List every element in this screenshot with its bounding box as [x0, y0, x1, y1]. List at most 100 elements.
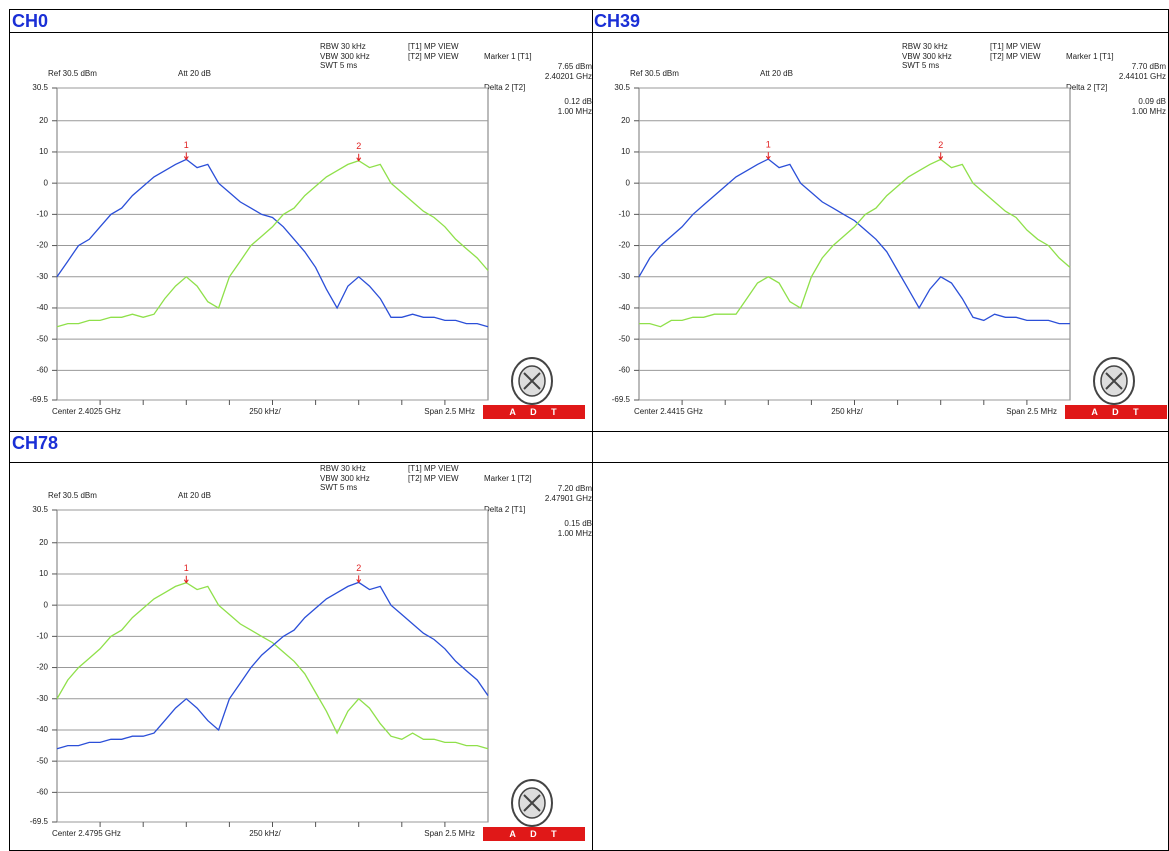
y-tick-label: -20	[36, 241, 48, 250]
swt: SWT 5 ms	[902, 61, 939, 70]
y-tick-label: -60	[36, 365, 48, 374]
delta-freq: 1.00 MHz	[558, 529, 592, 538]
ref: Ref 30.5 dBm	[48, 69, 97, 78]
att: Att 20 dB	[760, 69, 793, 78]
delta-level: 0.15 dB	[564, 519, 592, 528]
marker-level: 7.65 dBm	[558, 62, 593, 71]
y-tick-label: 30.5	[614, 83, 630, 92]
marker-title: Marker 1 [T1]	[1066, 52, 1114, 61]
y-tick-label: -60	[618, 365, 630, 374]
y-tick-label: -40	[36, 303, 48, 312]
delta-title: Delta 2 [T1]	[484, 505, 525, 514]
vbw: VBW 300 kHz	[320, 52, 370, 61]
y-tick-label: -10	[36, 631, 48, 640]
marker-arrow	[183, 152, 189, 161]
y-tick-label: -30	[36, 272, 48, 281]
y-tick-label: -40	[618, 303, 630, 312]
ref: Ref 30.5 dBm	[48, 491, 97, 500]
swt: SWT 5 ms	[320, 483, 357, 492]
delta-title: Delta 2 [T2]	[1066, 83, 1107, 92]
marker-title: Marker 1 [T2]	[484, 474, 532, 483]
y-tick-label: -69.5	[30, 817, 49, 826]
y-tick-label: -69.5	[612, 395, 631, 404]
logo-text: A D T	[509, 407, 562, 417]
badge-cross	[523, 794, 541, 812]
y-tick-label: 0	[44, 600, 49, 609]
y-tick-label: 0	[44, 178, 49, 187]
marker-arrow	[183, 575, 189, 584]
panel-title: CH78	[12, 433, 58, 453]
rbw: RBW 30 kHz	[320, 42, 366, 51]
y-tick-label: -20	[36, 663, 48, 672]
view2: [T2] MP VIEW	[408, 52, 459, 61]
marker-freq: 2.40201 GHz	[545, 72, 592, 81]
marker-level: 7.70 dBm	[1132, 62, 1167, 71]
logo-box	[483, 827, 585, 841]
view1: [T1] MP VIEW	[408, 42, 459, 51]
y-tick-label: 30.5	[32, 505, 48, 514]
logo-text: A D T	[1091, 407, 1144, 417]
division: 250 kHz/	[249, 407, 281, 416]
att: Att 20 dB	[178, 69, 211, 78]
division: 250 kHz/	[831, 407, 863, 416]
marker-arrow	[765, 152, 771, 161]
marker-arrow	[356, 575, 362, 584]
center: Center 2.4795 GHz	[52, 829, 121, 838]
trace	[56, 581, 489, 750]
trace	[56, 581, 489, 750]
center: Center 2.4415 GHz	[634, 407, 703, 416]
marker-freq: 2.47901 GHz	[545, 494, 592, 503]
marker-freq: 2.44101 GHz	[1119, 72, 1166, 81]
att: Att 20 dB	[178, 491, 211, 500]
logo-box	[1065, 405, 1167, 419]
y-tick-label: 0	[626, 178, 631, 187]
marker-label: 2	[938, 140, 943, 150]
panel-title: CH39	[594, 11, 640, 31]
y-tick-label: 10	[39, 569, 48, 578]
marker-title: Marker 1 [T1]	[484, 52, 532, 61]
plot-frame	[638, 87, 1071, 401]
marker-level: 7.20 dBm	[558, 484, 593, 493]
view2: [T2] MP VIEW	[990, 52, 1041, 61]
badge-cross	[523, 372, 541, 390]
marker-arrow	[938, 152, 944, 161]
y-tick-label: 10	[39, 147, 48, 156]
marker-arrow	[356, 153, 362, 162]
y-tick-label: 20	[621, 116, 630, 125]
swt: SWT 5 ms	[320, 61, 357, 70]
y-tick-label: -40	[36, 725, 48, 734]
trace	[638, 158, 1070, 325]
span: Span 2.5 MHz	[424, 829, 475, 838]
y-tick-label: -50	[36, 334, 48, 343]
y-tick-label: -10	[618, 209, 630, 218]
panel-title: CH0	[12, 11, 48, 31]
y-tick-label: -60	[36, 787, 48, 796]
y-tick-label: -50	[618, 334, 630, 343]
y-tick-label: -10	[36, 209, 48, 218]
delta-freq: 1.00 MHz	[558, 107, 592, 116]
trace	[56, 159, 489, 328]
y-tick-label: -30	[618, 272, 630, 281]
view2: [T2] MP VIEW	[408, 474, 459, 483]
y-tick-label: -50	[36, 756, 48, 765]
span: Span 2.5 MHz	[424, 407, 475, 416]
delta-title: Delta 2 [T2]	[484, 83, 525, 92]
y-tick-label: -20	[618, 241, 630, 250]
logo-text: A D T	[509, 829, 562, 839]
marker-label: 2	[356, 141, 361, 151]
rbw: RBW 30 kHz	[902, 42, 948, 51]
y-tick-label: 20	[39, 538, 48, 547]
y-tick-label: -69.5	[30, 395, 49, 404]
delta-freq: 1.00 MHz	[1132, 107, 1166, 116]
badge-cross	[1105, 372, 1123, 390]
marker-label: 2	[356, 563, 361, 573]
plot-frame	[56, 87, 489, 401]
span: Span 2.5 MHz	[1006, 407, 1057, 416]
plot-frame	[56, 509, 489, 823]
rbw: RBW 30 kHz	[320, 464, 366, 473]
ref: Ref 30.5 dBm	[630, 69, 679, 78]
delta-level: 0.09 dB	[1138, 97, 1166, 106]
marker-label: 1	[184, 563, 189, 573]
